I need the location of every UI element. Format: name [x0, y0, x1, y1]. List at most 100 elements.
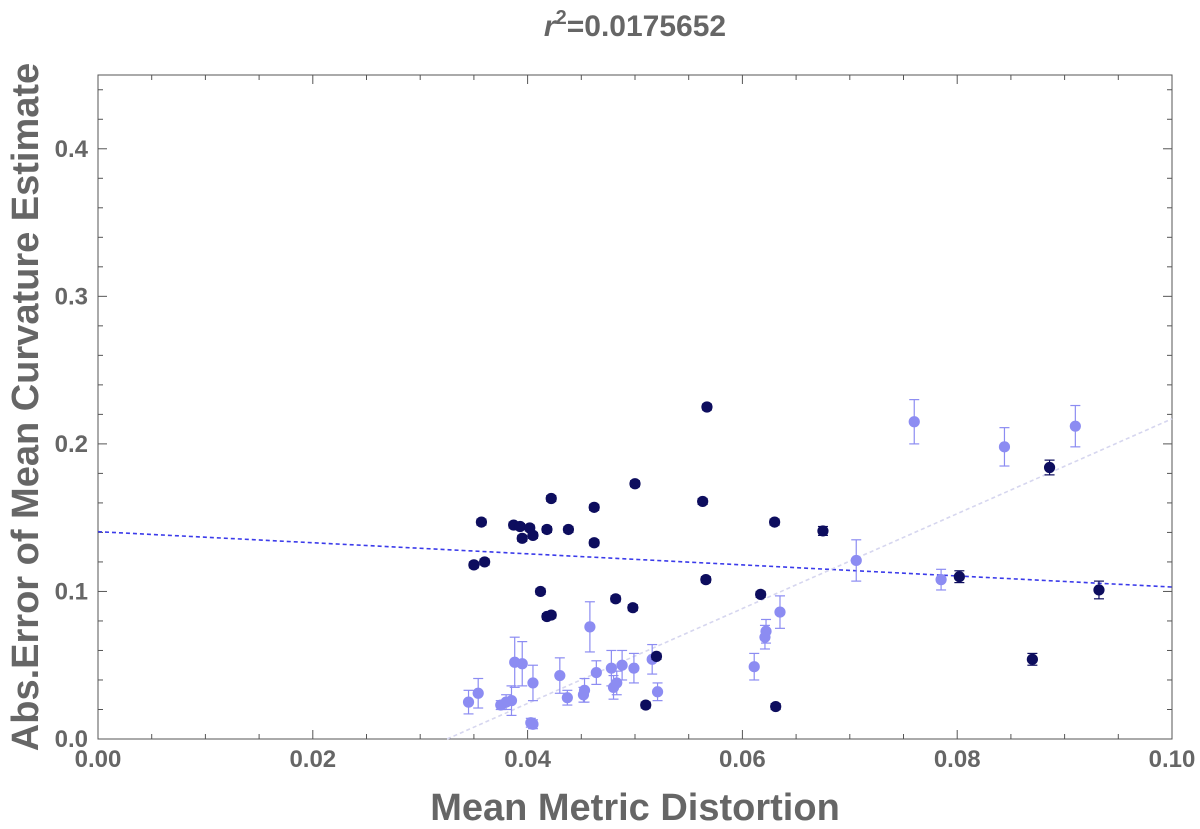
- data-point-light: [527, 664, 539, 702]
- data-point-light: [760, 618, 772, 644]
- data-point-light: [1069, 404, 1081, 448]
- point-marker: [588, 537, 600, 549]
- data-point-light: [998, 427, 1011, 467]
- data-point-light: [584, 601, 596, 653]
- data-point-light: [935, 568, 947, 591]
- point-marker: [935, 574, 947, 586]
- chart-title: r2=0.0175652: [544, 7, 726, 43]
- point-marker: [774, 606, 786, 618]
- point-marker: [817, 525, 829, 537]
- point-marker: [760, 625, 772, 637]
- point-marker: [629, 478, 641, 490]
- data-point-dark: [562, 523, 575, 536]
- data-point-dark: [468, 559, 480, 571]
- data-point-dark: [475, 516, 488, 528]
- y-axis-ticks: 0.0 0.1 0.2 0.3 0.4: [55, 89, 1172, 753]
- point-marker: [514, 520, 526, 533]
- data-point-dark: [545, 492, 557, 505]
- point-marker: [616, 659, 628, 671]
- x-axis-ticks: 0.00 0.02 0.04 0.06 0.08 0.10: [75, 75, 1195, 773]
- point-marker: [1069, 420, 1081, 432]
- data-point-light: [561, 689, 573, 706]
- point-marker: [554, 669, 566, 682]
- data-point-light: [578, 677, 591, 703]
- data-point-dark: [1093, 580, 1105, 600]
- data-point-dark: [588, 537, 600, 549]
- point-marker: [468, 559, 480, 571]
- point-marker: [1026, 653, 1038, 665]
- data-point-dark: [610, 593, 622, 605]
- y-tick-label: 0.1: [55, 578, 88, 605]
- data-point-dark: [629, 478, 641, 490]
- data-point-light: [774, 595, 786, 629]
- data-point-dark: [701, 401, 713, 413]
- data-point-dark: [953, 570, 965, 584]
- point-marker: [578, 684, 591, 696]
- x-tick-label: 0.02: [289, 746, 336, 773]
- x-tick-label: 0.00: [75, 746, 122, 773]
- y-tick-label: 0.3: [55, 283, 88, 310]
- x-tick-label: 0.08: [934, 746, 981, 773]
- data-point-light: [850, 539, 862, 582]
- data-point-dark: [700, 574, 712, 586]
- point-marker: [527, 529, 539, 541]
- data-point-dark: [650, 650, 663, 662]
- data-point-dark: [1026, 652, 1038, 666]
- data-point-dark: [545, 609, 557, 621]
- point-marker: [953, 571, 965, 583]
- point-marker: [998, 441, 1011, 453]
- point-marker: [590, 667, 602, 679]
- data-point-light: [505, 685, 518, 716]
- point-marker: [611, 677, 623, 689]
- point-marker: [697, 495, 709, 508]
- data-point-dark: [479, 556, 491, 568]
- point-marker: [505, 695, 518, 707]
- data-point-dark: [755, 588, 767, 600]
- point-marker: [545, 492, 557, 505]
- point-marker: [850, 554, 862, 567]
- data-point-light: [554, 657, 566, 694]
- data-point-light: [616, 649, 628, 681]
- data-point-dark: [527, 529, 539, 541]
- data-point-light: [628, 652, 640, 684]
- point-marker: [534, 585, 547, 598]
- point-marker: [651, 686, 664, 698]
- x-tick-label: 0.06: [719, 746, 766, 773]
- data-point-light: [527, 718, 539, 730]
- point-marker: [545, 609, 557, 621]
- point-marker: [588, 501, 600, 513]
- point-marker: [701, 401, 713, 413]
- point-marker: [562, 523, 575, 536]
- point-marker: [462, 696, 475, 708]
- x-axis-title: Mean Metric Distortion: [430, 787, 840, 829]
- point-marker: [755, 588, 767, 600]
- data-point-dark: [1043, 459, 1056, 476]
- y-tick-label: 0.4: [55, 136, 89, 163]
- x-tick-label: 0.04: [504, 746, 551, 773]
- point-marker: [516, 532, 528, 544]
- point-marker: [527, 677, 539, 689]
- plot-frame: [97, 74, 1173, 740]
- data-point-light: [651, 682, 664, 702]
- data-point-light: [590, 660, 602, 686]
- point-marker: [770, 700, 782, 713]
- point-marker: [769, 516, 781, 528]
- point-marker: [475, 516, 488, 528]
- data-points: [462, 399, 1105, 730]
- point-marker: [541, 523, 553, 536]
- data-point-dark: [534, 585, 547, 598]
- point-marker: [479, 556, 491, 568]
- point-marker: [516, 658, 528, 670]
- point-marker: [605, 662, 617, 674]
- point-marker: [1043, 461, 1056, 474]
- data-point-dark: [640, 699, 652, 711]
- point-marker: [1093, 584, 1105, 596]
- data-point-light: [748, 652, 760, 681]
- point-marker: [748, 661, 760, 673]
- data-point-dark: [588, 501, 600, 513]
- data-point-dark: [516, 532, 528, 544]
- data-point-dark: [514, 520, 526, 533]
- data-point-light: [908, 399, 920, 445]
- data-point-dark: [541, 523, 553, 536]
